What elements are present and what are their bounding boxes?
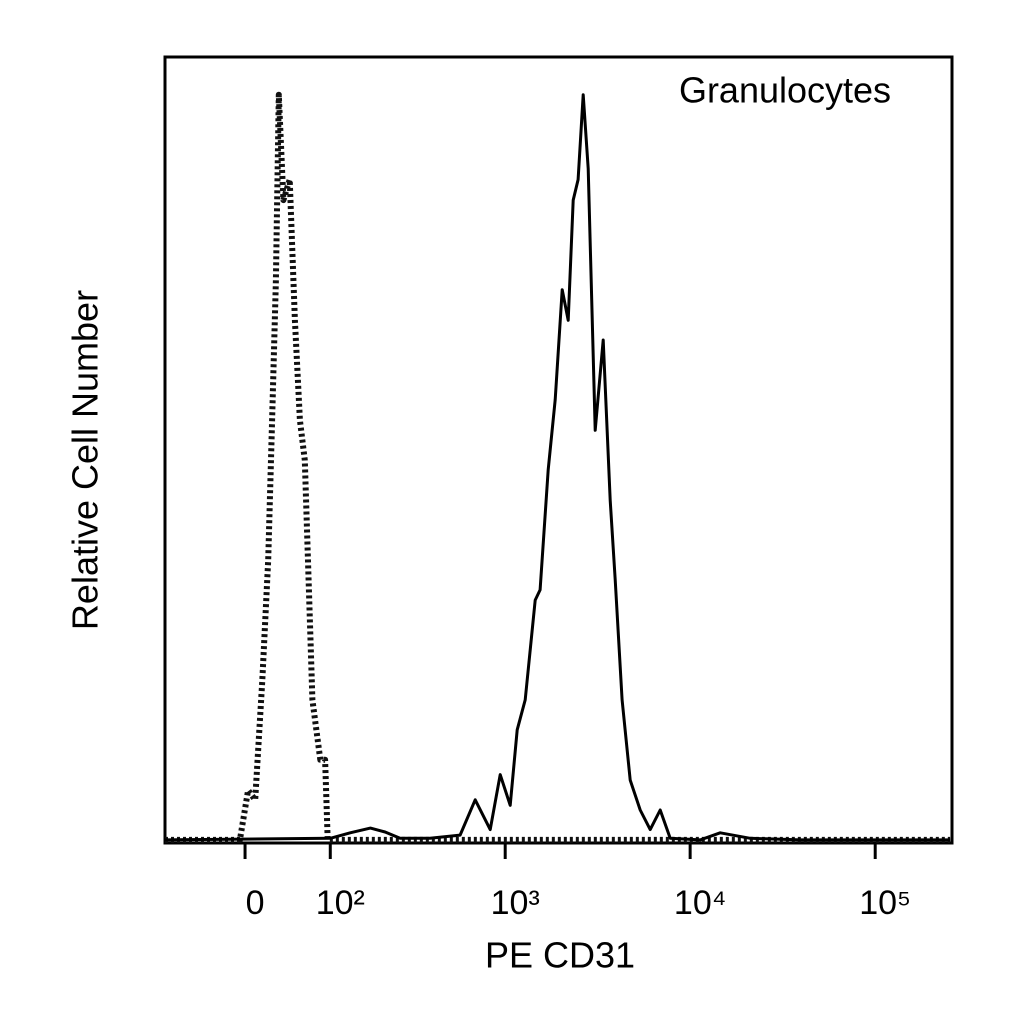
x-tick-label: 10² (316, 884, 365, 922)
x-tick-label: 10⁵ (859, 884, 911, 922)
x-axis-label: PE CD31 (485, 935, 635, 976)
x-tick-label: 10³ (491, 884, 540, 922)
histogram-line (164, 93, 951, 842)
x-tick-label: 10⁴ (674, 884, 726, 922)
x-tick-label: 0 (246, 884, 265, 922)
plot-frame (163, 55, 954, 845)
y-axis-label: Relative Cell Number (65, 290, 106, 630)
annotation: Granulocytes (679, 70, 891, 111)
histogram-line (165, 91, 951, 843)
